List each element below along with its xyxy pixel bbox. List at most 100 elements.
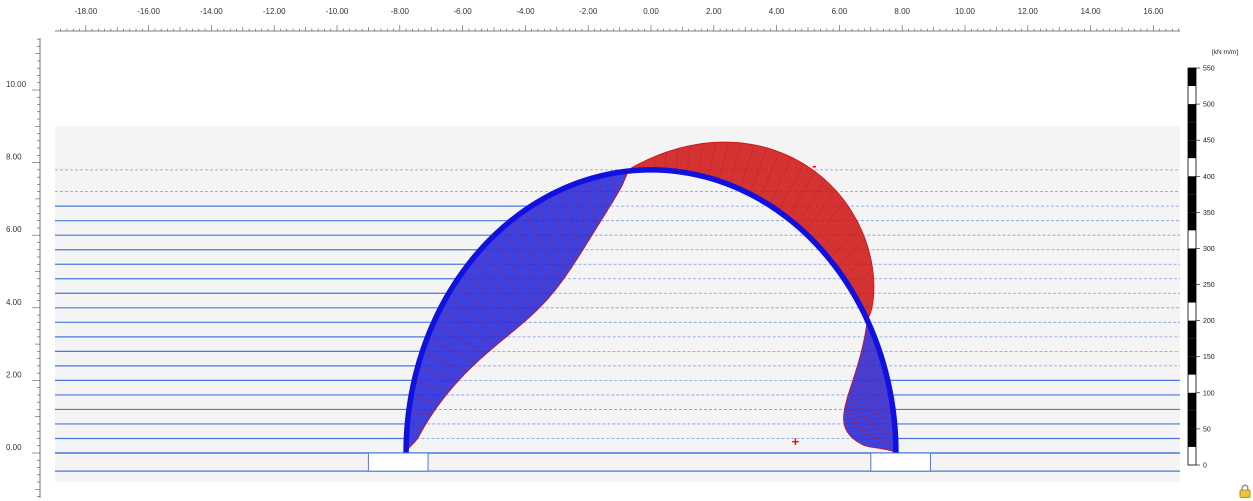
y-tick-label: 10.00 xyxy=(6,80,27,89)
legend-frame xyxy=(1187,67,1197,466)
y-tick-label: 8.00 xyxy=(6,153,22,162)
legend-unit: [kN m/m] xyxy=(1212,49,1238,56)
legend-label: 100 xyxy=(1203,390,1215,397)
moment-hatch xyxy=(847,385,890,399)
legend-label: 200 xyxy=(1203,318,1215,325)
moment-hatch xyxy=(501,228,549,299)
moment-hatch xyxy=(481,248,535,313)
legend-band xyxy=(1188,230,1196,249)
moment-hatch xyxy=(414,380,449,392)
moment-hatch xyxy=(851,370,886,384)
x-tick-label: -12.00 xyxy=(263,7,286,16)
lock-icon[interactable] xyxy=(1239,484,1251,498)
moment-hatch xyxy=(439,309,495,347)
moment-hatch xyxy=(829,225,860,259)
moment-hatch xyxy=(821,212,853,251)
moment-hatch xyxy=(853,365,885,378)
x-tick-label: -8.00 xyxy=(391,7,410,16)
moment-hatch xyxy=(805,189,836,234)
moment-hatch xyxy=(861,442,896,445)
legend-band xyxy=(1188,86,1196,105)
legend-label: 400 xyxy=(1203,174,1215,181)
moment-hatch xyxy=(759,151,780,200)
legend-label: 550 xyxy=(1203,66,1215,73)
moment-hatch xyxy=(523,210,562,283)
legend-band xyxy=(1188,266,1196,285)
moment-hatch xyxy=(686,145,691,173)
x-tick-label: -6.00 xyxy=(453,7,472,16)
bending-moment-diagram xyxy=(405,141,897,455)
legend-band xyxy=(1188,176,1196,195)
x-tick-label: -10.00 xyxy=(326,7,349,16)
moment-hatch xyxy=(845,421,895,429)
y-tick-label: 2.00 xyxy=(6,370,22,379)
moment-hatch xyxy=(417,365,459,382)
moment-hatch xyxy=(547,196,575,263)
legend-label: 450 xyxy=(1203,138,1215,145)
legend-band xyxy=(1188,338,1196,357)
moment-hatch xyxy=(850,432,896,437)
moment-hatch xyxy=(535,203,569,273)
legend-band xyxy=(1188,428,1196,447)
moment-hatch xyxy=(787,171,816,219)
x-tick-label: 10.00 xyxy=(955,7,976,16)
moment-hatch xyxy=(845,390,891,403)
legend-label: 500 xyxy=(1203,102,1215,109)
moment-hatch xyxy=(813,200,845,242)
moment-hatch xyxy=(848,380,888,394)
moment-hatch xyxy=(796,180,826,226)
moment-hatch xyxy=(408,411,432,416)
moment-hatch xyxy=(708,142,717,178)
x-tick-label: -18.00 xyxy=(74,7,97,16)
moment-hatch xyxy=(718,142,729,182)
legend-label: 150 xyxy=(1203,354,1215,361)
legend-band xyxy=(1188,392,1196,411)
legend-band xyxy=(1188,248,1196,267)
moment-hatch xyxy=(446,296,504,340)
moment-hatch xyxy=(427,336,477,363)
moment-hatch xyxy=(665,152,667,171)
legend-band xyxy=(1188,302,1196,321)
legend-band xyxy=(1188,320,1196,339)
x-tick-label: 6.00 xyxy=(832,7,848,16)
moment-hatch xyxy=(850,375,887,389)
y-tick-label: 0.00 xyxy=(6,443,22,452)
moment-hatch xyxy=(855,361,883,373)
moment-hatch xyxy=(843,253,870,279)
x-tick-label: 16.00 xyxy=(1143,7,1164,16)
moment-hatch xyxy=(462,271,520,327)
legend-band xyxy=(1188,194,1196,213)
moment-hatch xyxy=(836,239,866,269)
x-tick-label: 0.00 xyxy=(643,7,659,16)
foundation-box xyxy=(367,452,429,472)
legend-band xyxy=(1188,104,1196,123)
moment-hatch xyxy=(611,173,616,198)
moment-hatch xyxy=(854,437,896,441)
legend-label: 300 xyxy=(1203,246,1215,253)
moment-hatch xyxy=(454,283,512,333)
moment-hatch xyxy=(512,219,556,291)
legend-label: 350 xyxy=(1203,210,1215,217)
moment-hatch xyxy=(849,268,873,289)
arch-lining[interactable] xyxy=(403,167,899,456)
legend-label: 0 xyxy=(1203,463,1207,470)
x-tick-label: 4.00 xyxy=(769,7,785,16)
moment-hatch xyxy=(768,157,793,206)
moment-hatch xyxy=(729,142,742,185)
legend-band xyxy=(1188,122,1196,141)
tunnel-lining-arch[interactable] xyxy=(403,167,899,456)
color-legend: [kN m/m]55050045040035030025020015010050… xyxy=(1187,49,1238,470)
foundation-boxes xyxy=(367,452,931,472)
x-tick-label: -4.00 xyxy=(516,7,535,16)
moment-hatch xyxy=(843,411,894,421)
y-tick-label: 4.00 xyxy=(6,298,22,307)
x-tick-label: 8.00 xyxy=(894,7,910,16)
y-tick-label: 6.00 xyxy=(6,225,22,234)
moment-hatch xyxy=(858,351,880,361)
moment-hatch xyxy=(433,322,486,355)
sign-marker: + xyxy=(792,434,800,449)
x-tick-label: -14.00 xyxy=(200,7,223,16)
x-tick-label: 12.00 xyxy=(1018,7,1039,16)
legend-band xyxy=(1188,284,1196,303)
